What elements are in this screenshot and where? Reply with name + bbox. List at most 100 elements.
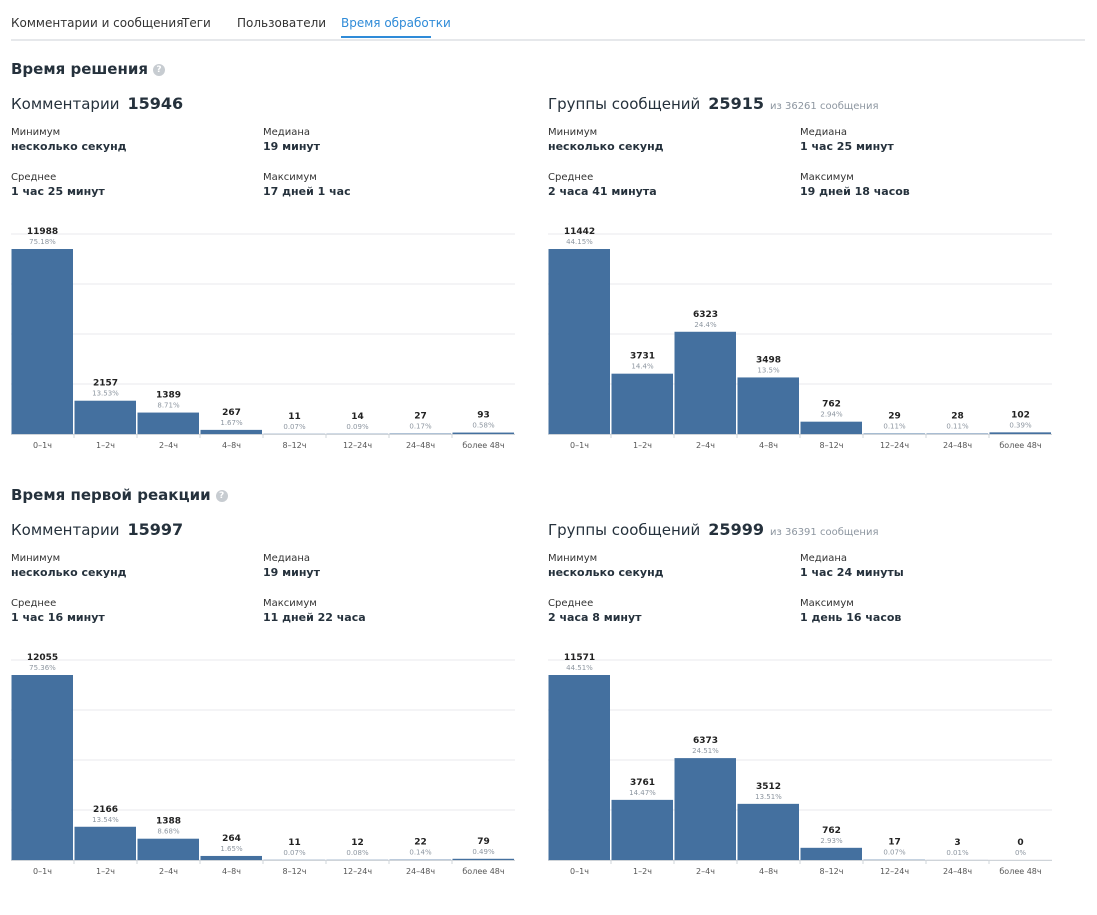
bar-percent-label: 14.4% xyxy=(631,363,654,371)
panel-label: Комментарии xyxy=(11,521,120,539)
bar-percent-label: 2.94% xyxy=(820,411,843,419)
question-icon[interactable]: ? xyxy=(215,490,228,502)
bar xyxy=(737,377,799,434)
panel-resolution-comments: Комментарии 15946 Минимум несколько секун… xyxy=(11,94,531,484)
x-tick-label: 0–1ч xyxy=(570,867,589,876)
stat-median: Медиана 19 минут xyxy=(263,127,320,153)
panel-count: 15997 xyxy=(127,520,184,539)
stat-label: Медиана xyxy=(263,553,310,564)
bar-percent-label: 0.07% xyxy=(283,849,306,857)
bar-value-label: 3498 xyxy=(756,355,781,365)
panel-count: 25915 xyxy=(708,94,764,113)
stat-label: Минимум xyxy=(11,127,61,138)
tab-processing-time[interactable]: Время обработки xyxy=(341,16,451,30)
stat-min: Минимум несколько секунд xyxy=(548,553,664,579)
bar-percent-label: 13.54% xyxy=(92,816,119,824)
bar-value-label: 11571 xyxy=(564,653,595,663)
panel-reaction-comments: Комментарии 15997 Минимум несколько секун… xyxy=(11,520,531,910)
stat-label: Медиана xyxy=(263,127,310,138)
bar-percent-label: 0.11% xyxy=(883,423,906,431)
stat-average: Среднее 2 часа 41 минута xyxy=(548,172,657,198)
panel-header: Комментарии 15946 xyxy=(11,94,189,113)
stat-label: Минимум xyxy=(548,553,598,564)
x-tick-label: 8–12ч xyxy=(820,867,844,876)
stat-value: несколько секунд xyxy=(548,140,664,153)
stat-value: 1 час 25 минут xyxy=(11,185,105,198)
tab-users[interactable]: Пользователи xyxy=(237,16,327,30)
bar xyxy=(452,432,514,434)
bar-percent-label: 13.5% xyxy=(757,366,780,374)
bar-value-label: 12 xyxy=(351,838,364,848)
tab-comments-messages[interactable]: Комментарии и сообщения xyxy=(11,16,184,30)
stat-average: Среднее 2 часа 8 минут xyxy=(548,598,642,624)
x-tick-label: 1–2ч xyxy=(633,867,652,876)
x-tick-label: 2–4ч xyxy=(159,867,178,876)
bar-value-label: 12055 xyxy=(27,653,58,663)
bar-value-label: 2157 xyxy=(93,379,118,389)
x-tick-label: 8–12ч xyxy=(283,441,307,450)
x-tick-label: 0–1ч xyxy=(33,441,52,450)
bar xyxy=(674,331,736,434)
bar-value-label: 6373 xyxy=(693,736,718,746)
x-tick-label: 1–2ч xyxy=(96,441,115,450)
stat-median: Медиана 1 час 24 минуты xyxy=(800,553,904,579)
bar-percent-label: 8.71% xyxy=(157,402,180,410)
stat-label: Максимум xyxy=(263,172,317,183)
panel-header: Группы сообщений 25915 из 36261 сообщения xyxy=(548,94,878,113)
bar-value-label: 22 xyxy=(414,838,427,848)
tab-bar: Комментарии и сообщения Теги Пользовател… xyxy=(11,0,1085,41)
bar-percent-label: 2.93% xyxy=(820,837,843,845)
panel-header: Комментарии 15997 xyxy=(11,520,189,539)
panel-of-text: из 36391 сообщения xyxy=(769,527,879,538)
x-tick-label: 4–8ч xyxy=(759,867,778,876)
bar-value-label: 14 xyxy=(351,412,364,422)
stat-value: 19 дней 18 часов xyxy=(800,185,910,198)
x-tick-label: 1–2ч xyxy=(633,441,652,450)
section-title-text: Время первой реакции xyxy=(11,486,211,504)
bar-percent-label: 0.58% xyxy=(472,422,495,430)
panel-label: Комментарии xyxy=(11,95,120,113)
bar-percent-label: 0.08% xyxy=(346,849,369,857)
bar-percent-label: 0.11% xyxy=(946,423,969,431)
bar-value-label: 762 xyxy=(822,826,841,836)
x-tick-label: более 48ч xyxy=(462,441,504,450)
bar xyxy=(74,826,136,860)
stat-value: 19 минут xyxy=(263,140,320,153)
x-tick-label: 24–48ч xyxy=(406,867,435,876)
bar-value-label: 27 xyxy=(414,412,427,422)
bar xyxy=(137,838,199,860)
bar-percent-label: 44.15% xyxy=(566,238,593,246)
bar-percent-label: 75.18% xyxy=(29,238,56,246)
panel-of-text: из 36261 сообщения xyxy=(769,101,879,112)
bar-percent-label: 1.67% xyxy=(220,419,243,427)
tab-tags[interactable]: Теги xyxy=(182,16,211,30)
stat-median: Медиана 19 минут xyxy=(263,553,320,579)
question-icon[interactable]: ? xyxy=(152,64,165,76)
stat-value: 1 день 16 часов xyxy=(800,611,902,624)
bar-value-label: 1389 xyxy=(156,391,181,401)
bar-value-label: 6323 xyxy=(693,310,718,320)
bar-value-label: 11 xyxy=(288,412,301,422)
x-tick-label: 4–8ч xyxy=(222,867,241,876)
stat-average: Среднее 1 час 16 минут xyxy=(11,598,105,624)
bar-value-label: 0 xyxy=(1017,838,1023,848)
bar-value-label: 28 xyxy=(951,412,964,422)
stat-label: Максимум xyxy=(800,172,854,183)
bar-value-label: 1388 xyxy=(156,817,181,827)
stat-min: Минимум несколько секунд xyxy=(548,127,664,153)
bar-value-label: 93 xyxy=(477,411,490,421)
x-tick-label: 0–1ч xyxy=(570,441,589,450)
stat-label: Минимум xyxy=(11,553,61,564)
stat-value: 1 час 24 минуты xyxy=(800,566,904,579)
x-tick-label: 24–48ч xyxy=(943,867,972,876)
stat-value: 2 часа 8 минут xyxy=(548,611,642,624)
bar-percent-label: 13.53% xyxy=(92,390,119,398)
bar-percent-label: 24.51% xyxy=(692,747,719,755)
stat-value: 1 час 25 минут xyxy=(800,140,894,153)
x-tick-label: 4–8ч xyxy=(759,441,778,450)
stat-label: Медиана xyxy=(800,553,847,564)
bar-percent-label: 0.09% xyxy=(346,423,369,431)
bar-value-label: 2166 xyxy=(93,805,118,815)
